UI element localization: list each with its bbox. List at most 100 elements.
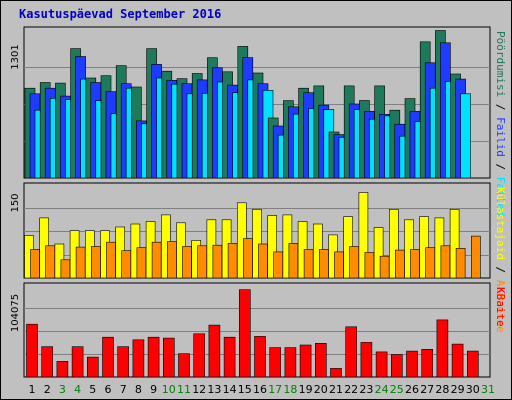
day-label: 11 [177,383,191,396]
day-label: 25 [390,383,404,396]
middle-bar-aadresse [243,238,253,279]
bottom-bar-kbaite [284,347,297,378]
legend-entry: Aadresse [494,280,507,333]
bottom-bar-kbaite [132,339,145,378]
bottom-bar-kbaite [87,356,99,378]
bottom-bar-kbaite [117,346,129,378]
day-label: 17 [268,383,282,396]
day-label: 9 [150,383,157,396]
middle-bar-k-lastajaid [419,216,430,279]
bottom-bar-kbaite [102,336,114,378]
day-label: 2 [44,383,51,396]
middle-bar-aadresse [197,245,207,279]
bottom-bar-kbaite [466,350,479,378]
bottom-bar-kbaite [436,319,449,378]
bottom-legend-vertical: KBaite [494,287,507,327]
middle-bar-aadresse [45,245,56,279]
day-label: 1 [29,383,36,396]
day-label: 23 [359,383,373,396]
legend-separator: / [494,157,507,177]
day-label: 8 [135,383,142,396]
middle-bar-k-lastajaid [388,209,399,279]
middle-bar-aadresse [394,249,405,279]
top-ytick-label: 1301 [10,44,21,69]
middle-bar-aadresse [106,241,116,279]
bottom-bar-kbaite [269,347,282,378]
day-label: 13 [207,383,221,396]
bottom-bar-kbaite [390,354,403,378]
middle-bar-aadresse [410,249,420,279]
middle-bar-aadresse [379,255,390,279]
day-label: 12 [192,383,206,396]
middle-bar-k-lastajaid [267,215,278,279]
bottom-bar-kbaite [345,326,358,378]
bottom-bar-kbaite [451,343,464,378]
bottom-bar-kbaite [360,342,373,378]
bottom-bar-kbaite [421,348,434,378]
middle-bar-k-lastajaid [404,219,414,279]
bottom-bar-kbaite [26,323,38,378]
middle-bar-k-lastajaid [449,209,460,279]
top-legend-vertical: Pöördumisi / Failid / Failed [494,31,507,216]
day-label: 10 [162,383,176,396]
chart-title: Kasutuspäevad September 2016 [19,7,222,21]
middle-bar-aadresse [121,250,131,279]
day-label: 16 [253,383,267,396]
middle-bar-aadresse [273,251,284,279]
day-label: 26 [405,383,419,396]
day-label: 18 [283,383,297,396]
middle-bar-aadresse [151,241,162,279]
legend-entry: Failed [494,177,507,217]
legend-entry: Failid [494,117,507,157]
bottom-bar-kbaite [239,289,251,378]
bottom-bar-kbaite [406,350,418,378]
middle-bar-aadresse [167,241,177,279]
day-label: 20 [314,383,328,396]
bottom-bar-kbaite [56,361,69,378]
legend-entry: Külastajaid [494,187,507,260]
middle-bar-aadresse [60,259,71,279]
bottom-bar-kbaite [193,333,205,378]
middle-bar-k-lastajaid [358,192,369,279]
day-label: 19 [299,383,313,396]
day-label: 22 [344,383,358,396]
middle-bar-aadresse [303,249,314,279]
bottom-bar-kbaite [330,368,342,378]
day-label: 15 [238,383,252,396]
middle-bar-aadresse [318,249,329,279]
middle-bar-aadresse [470,235,481,279]
middle-bar-aadresse [334,251,344,279]
middle-bar-aadresse [212,244,223,279]
legend-separator: / [494,260,507,280]
day-label: 29 [451,383,465,396]
middle-bar-aadresse [75,246,86,279]
day-label: 24 [375,383,389,396]
day-label: 6 [105,383,112,396]
bottom-bar-kbaite [223,336,236,378]
legend-entry: Pöördumisi [494,31,507,97]
top-bar-failid [460,93,471,179]
day-label: 4 [74,383,81,396]
day-label: 3 [59,383,66,396]
day-label: 27 [420,383,434,396]
day-label: 14 [223,383,237,396]
day-label: 31 [481,383,495,396]
bottom-bar-kbaite [254,336,266,378]
bottom-bar-kbaite [71,346,84,378]
middle-legend-vertical: Külastajaid / Aadresse [494,187,507,333]
bottom-bar-kbaite [299,344,312,378]
middle-bar-aadresse [182,246,192,279]
middle-bar-aadresse [364,252,375,279]
bottom-bar-kbaite [314,342,327,378]
middle-bar-aadresse [455,248,466,279]
middle-bar-aadresse [227,243,238,279]
middle-bar-aadresse [440,245,451,279]
legend-entry: KBaite [494,287,507,327]
middle-bar-aadresse [258,243,268,279]
bottom-bar-kbaite [375,351,388,378]
legend-separator: / [494,97,507,117]
middle-bar-aadresse [349,246,360,279]
bottom-bar-kbaite [208,324,221,378]
